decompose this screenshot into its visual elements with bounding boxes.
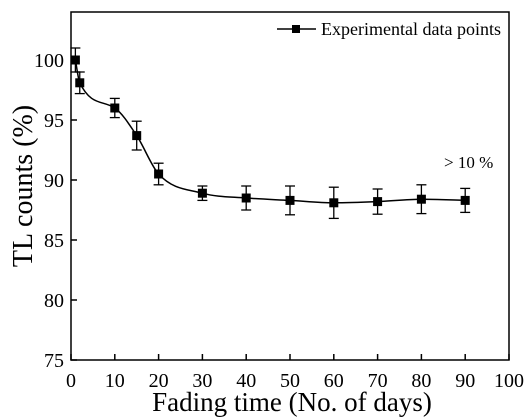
data-point-marker — [460, 195, 470, 205]
legend-marker — [292, 25, 300, 33]
data-point-marker — [416, 194, 426, 204]
x-tick-label: 90 — [455, 370, 475, 392]
x-tick-label: 60 — [324, 370, 344, 392]
y-tick-label: 85 — [44, 230, 64, 252]
x-tick-label: 20 — [149, 370, 169, 392]
annotation-label: > 10 % — [444, 153, 493, 172]
y-tick-label: 100 — [34, 50, 64, 72]
data-point-marker — [329, 198, 339, 208]
data-point-marker — [132, 131, 142, 141]
x-tick-label: 40 — [236, 370, 256, 392]
data-point-marker — [197, 188, 207, 198]
legend: Experimental data points — [277, 19, 501, 39]
legend-label: Experimental data points — [321, 19, 501, 39]
data-point-marker — [373, 197, 383, 207]
y-axis-label: TL counts (%) — [8, 105, 39, 267]
data-point-marker — [285, 195, 295, 205]
x-tick-label: 50 — [280, 370, 300, 392]
axis-ticks: 0 10 20 30 40 50 60 70 80 90 100 75 80 85 90 95 100 — [34, 50, 524, 392]
data-point-marker — [75, 78, 85, 88]
data-point-marker — [241, 193, 251, 203]
x-tick-label: 30 — [192, 370, 212, 392]
x-tick-label: 70 — [368, 370, 388, 392]
y-tick-label: 75 — [44, 350, 64, 372]
data-point-marker — [110, 103, 120, 113]
data-point-marker — [154, 169, 164, 179]
y-tick-label: 80 — [44, 290, 64, 312]
y-tick-label: 95 — [44, 110, 64, 132]
x-tick-label: 10 — [105, 370, 125, 392]
x-tick-label: 80 — [411, 370, 431, 392]
x-tick-label: 100 — [494, 370, 524, 392]
x-axis-label: Fading time (No. of days) — [152, 387, 432, 417]
x-tick-label: 0 — [66, 370, 76, 392]
y-tick-label: 90 — [44, 170, 64, 192]
